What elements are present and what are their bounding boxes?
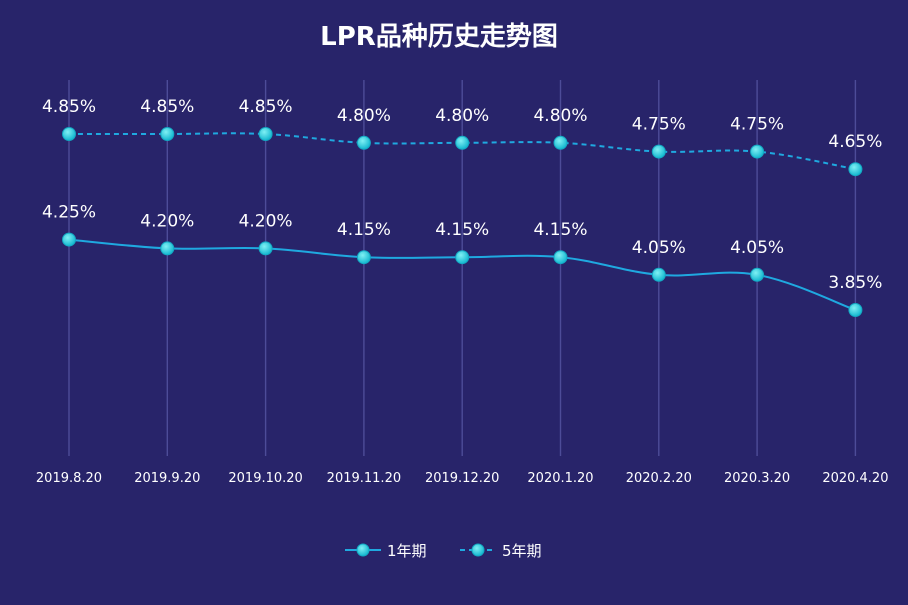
x-tick-label: 2020.3.20: [724, 471, 790, 486]
data-point: [651, 267, 666, 282]
legend-item-1[interactable]: 1年期: [345, 542, 427, 560]
data-point: [62, 127, 76, 141]
legend-item-2[interactable]: 5年期: [460, 542, 542, 560]
data-label: 4.80%: [533, 106, 587, 126]
data-label: 4.75%: [632, 115, 686, 135]
data-point: [160, 241, 175, 256]
data-point: [553, 250, 568, 265]
legend-label: 5年期: [502, 542, 542, 560]
data-point: [848, 303, 863, 317]
legend-marker-icon: [356, 543, 370, 557]
data-label: 4.05%: [730, 238, 784, 258]
data-point: [258, 127, 273, 141]
x-axis-tick-labels: 2019.8.20 2019.9.20 2019.10.20 2019.11.20 20…: [36, 471, 889, 486]
data-point: [62, 232, 76, 247]
x-tick-label: 2019.8.20: [36, 471, 102, 486]
data-label: 4.85%: [239, 97, 293, 117]
legend-label: 1年期: [387, 542, 427, 560]
data-label: 4.05%: [632, 238, 686, 258]
data-label: 4.15%: [337, 220, 391, 240]
x-tick-label: 2019.11.20: [327, 471, 401, 486]
data-point: [750, 267, 765, 282]
x-tick-label: 2019.12.20: [425, 471, 499, 486]
data-label: 4.65%: [828, 132, 882, 152]
data-label: 4.20%: [140, 211, 194, 231]
x-tick-label: 2020.1.20: [527, 471, 593, 486]
data-point: [160, 127, 175, 141]
data-label: 4.85%: [140, 97, 194, 117]
x-tick-label: 2020.4.20: [822, 471, 888, 486]
data-label: 4.25%: [42, 203, 96, 223]
data-point: [553, 135, 568, 150]
data-point: [258, 241, 273, 256]
data-point: [356, 135, 371, 150]
series-line-2: [69, 132, 856, 171]
legend[interactable]: 1年期 5年期: [345, 542, 542, 560]
data-labels: 4.25% 4.20% 4.20% 4.15% 4.15% 4.15% 4.05% 4.05%…: [42, 97, 882, 293]
data-label: 4.15%: [533, 220, 587, 240]
data-point: [356, 250, 371, 265]
x-tick-label: 2019.10.20: [228, 471, 302, 486]
chart-title: LPR品种历史走势图: [320, 22, 558, 52]
data-markers: [62, 127, 863, 317]
data-label: 4.15%: [435, 220, 489, 240]
data-point: [455, 135, 470, 150]
data-label: 4.80%: [435, 106, 489, 126]
data-label: 4.20%: [239, 211, 293, 231]
data-point: [750, 144, 765, 159]
x-tick-label: 2019.9.20: [134, 471, 200, 486]
data-label: 4.80%: [337, 106, 391, 126]
data-point: [455, 250, 470, 265]
data-point: [848, 162, 863, 177]
data-label: 4.85%: [42, 97, 96, 117]
legend-marker-icon: [471, 543, 485, 557]
data-label: 3.85%: [828, 273, 882, 293]
x-tick-label: 2020.2.20: [626, 471, 692, 486]
data-label: 4.75%: [730, 115, 784, 135]
data-point: [651, 144, 666, 159]
